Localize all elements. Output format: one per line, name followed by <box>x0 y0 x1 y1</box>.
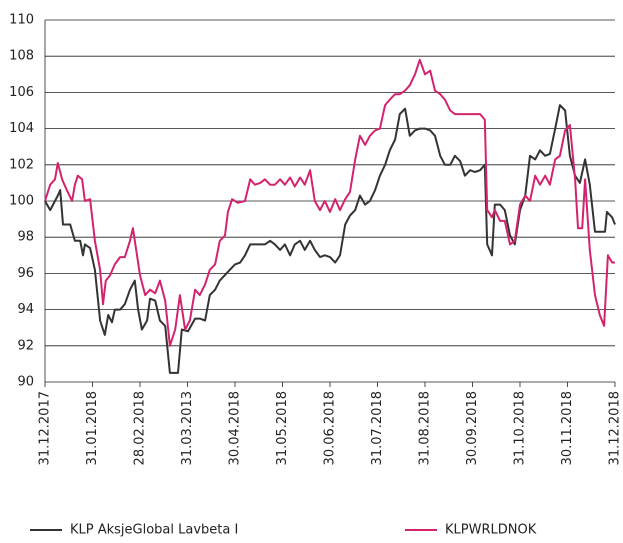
y-tick-label: 106 <box>9 85 34 100</box>
y-tick-label: 96 <box>17 266 34 281</box>
x-tick-label: 31.01.2018 <box>85 391 100 465</box>
x-tick-label: 31.03.2013 <box>180 391 195 465</box>
y-tick-label: 100 <box>9 194 34 209</box>
legend-label: KLP AksjeGlobal Lavbeta I <box>70 523 238 538</box>
series-line <box>44 58 615 347</box>
x-tick-label: 31.12.2018 <box>608 391 623 465</box>
y-tick-label: 98 <box>17 230 34 245</box>
x-tick-label: 31.10.2018 <box>513 391 528 465</box>
x-tick-label: 31.05.2018 <box>275 391 290 465</box>
y-tick-label: 90 <box>17 375 34 390</box>
y-tick-label: 110 <box>9 13 34 28</box>
x-tick-label: 31.07.2018 <box>370 391 385 465</box>
y-tick-label: 94 <box>17 302 34 317</box>
y-tick-label: 92 <box>17 338 34 353</box>
x-tick-label: 30.06.2018 <box>323 391 338 465</box>
x-tick-label: 30.04.2018 <box>228 391 243 465</box>
y-tick-label: 104 <box>9 121 34 136</box>
x-tick-label: 31.12.2017 <box>38 391 53 465</box>
x-tick-label: 28.02.2018 <box>133 391 148 465</box>
x-tick-label: 30.09.2018 <box>465 391 480 465</box>
y-tick-label: 108 <box>9 49 34 64</box>
x-tick-label: 30.11.2018 <box>560 391 575 465</box>
x-tick-label: 31.08.2018 <box>418 391 433 465</box>
legend-label: KLPWRLDNOK <box>445 523 537 538</box>
y-tick-label: 102 <box>9 157 34 172</box>
